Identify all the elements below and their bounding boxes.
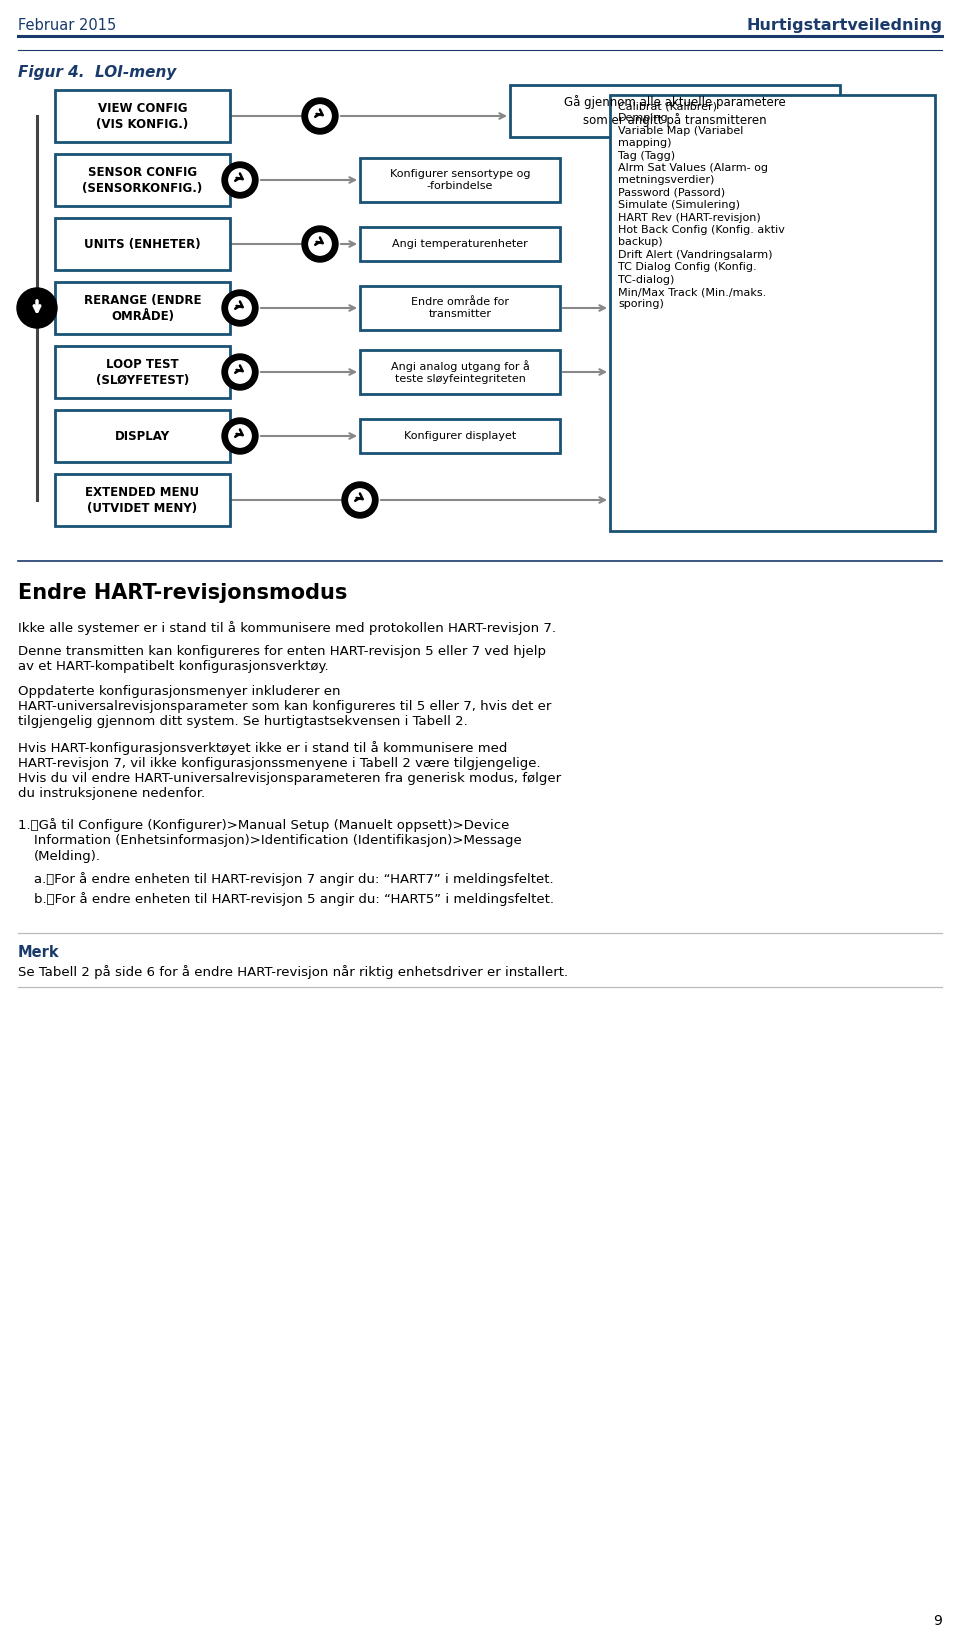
Bar — [55, 155, 230, 206]
Circle shape — [222, 418, 258, 454]
Text: SENSOR CONFIG
(SENSORKONFIG.): SENSOR CONFIG (SENSORKONFIG.) — [83, 166, 203, 194]
Text: Hvis HART-konfigurasjonsverktøyet ikke er i stand til å kommunisere med
HART-rev: Hvis HART-konfigurasjonsverktøyet ikke e… — [18, 741, 562, 800]
Circle shape — [228, 425, 252, 448]
Circle shape — [222, 290, 258, 326]
Bar — [55, 346, 230, 398]
Text: Hurtigstartveiledning: Hurtigstartveiledning — [746, 18, 942, 33]
Text: 1.	Gå til Configure (Konfigurer)>Manual Setup (Manuelt oppsett)>Device: 1. Gå til Configure (Konfigurer)>Manual … — [18, 818, 510, 831]
Text: Information (Enhetsinformasjon)>Identification (Identifikasjon)>Message: Information (Enhetsinformasjon)>Identifi… — [34, 835, 521, 848]
Bar — [360, 351, 560, 393]
Bar — [360, 227, 560, 262]
Circle shape — [17, 288, 57, 328]
Circle shape — [342, 482, 378, 518]
Circle shape — [228, 170, 252, 191]
Text: Calibrat (Kalibrer)
Demping
Variable Map (Variabel
mapping)
Tag (Tagg)
Alrm Sat : Calibrat (Kalibrer) Demping Variable Map… — [618, 100, 785, 309]
Text: Februar 2015: Februar 2015 — [18, 18, 116, 33]
Text: Angi temperaturenheter: Angi temperaturenheter — [392, 239, 528, 249]
Text: Endre område for
transmitter: Endre område for transmitter — [411, 296, 509, 319]
Text: Endre HART-revisjonsmodus: Endre HART-revisjonsmodus — [18, 583, 348, 602]
Bar — [55, 410, 230, 463]
Circle shape — [309, 105, 331, 127]
Bar — [55, 217, 230, 270]
Text: EXTENDED MENU
(UTVIDET MENY): EXTENDED MENU (UTVIDET MENY) — [85, 486, 200, 515]
Circle shape — [302, 226, 338, 262]
Text: RERANGE (ENDRE
OMRÅDE): RERANGE (ENDRE OMRÅDE) — [84, 293, 202, 323]
Text: Gå gjennom alle aktuelle parametere
som er angitt på transmitteren: Gå gjennom alle aktuelle parametere som … — [564, 95, 786, 127]
Text: Denne transmitten kan konfigureres for enten HART-revisjon 5 eller 7 ved hjelp
a: Denne transmitten kan konfigureres for e… — [18, 645, 546, 673]
Text: Angi analog utgang for å
teste sløyfeintegriteten: Angi analog utgang for å teste sløyfeint… — [391, 360, 529, 384]
Text: 9: 9 — [933, 1615, 942, 1628]
Text: b.	For å endre enheten til HART-revisjon 5 angir du: “HART5” i meldingsfeltet.: b. For å endre enheten til HART-revisjon… — [34, 892, 554, 905]
Circle shape — [222, 161, 258, 198]
Circle shape — [228, 296, 252, 319]
Bar — [510, 86, 840, 137]
Bar — [360, 420, 560, 453]
Circle shape — [222, 354, 258, 390]
Text: Ikke alle systemer er i stand til å kommunisere med protokollen HART-revisjon 7.: Ikke alle systemer er i stand til å komm… — [18, 621, 556, 635]
Bar — [610, 95, 935, 532]
Text: Konfigurer displayet: Konfigurer displayet — [404, 431, 516, 441]
Text: LOOP TEST
(SLØYFETEST): LOOP TEST (SLØYFETEST) — [96, 357, 189, 387]
Circle shape — [348, 489, 372, 512]
Circle shape — [309, 232, 331, 255]
Text: VIEW CONFIG
(VIS KONFIG.): VIEW CONFIG (VIS KONFIG.) — [96, 102, 188, 130]
Text: Oppdaterte konfigurasjonsmenyer inkluderer en
HART-universalrevisjonsparameter s: Oppdaterte konfigurasjonsmenyer inkluder… — [18, 685, 551, 728]
Text: Se Tabell 2 på side 6 for å endre HART-revisjon når riktig enhetsdriver er insta: Se Tabell 2 på side 6 for å endre HART-r… — [18, 965, 568, 979]
Text: DISPLAY: DISPLAY — [115, 430, 170, 443]
Bar — [55, 281, 230, 334]
Text: Merk: Merk — [18, 945, 60, 960]
Text: a.	For å endre enheten til HART-revisjon 7 angir du: “HART7” i meldingsfeltet.: a. For å endre enheten til HART-revisjon… — [34, 872, 554, 886]
Text: UNITS (ENHETER): UNITS (ENHETER) — [84, 237, 201, 250]
Circle shape — [228, 360, 252, 384]
Text: Konfigurer sensortype og
-forbindelse: Konfigurer sensortype og -forbindelse — [390, 170, 530, 191]
Text: (Melding).: (Melding). — [34, 849, 101, 863]
Bar — [360, 158, 560, 202]
Text: Figur 4.  LOI-meny: Figur 4. LOI-meny — [18, 64, 177, 81]
Bar — [55, 91, 230, 142]
Bar — [360, 286, 560, 329]
Bar — [55, 474, 230, 527]
Circle shape — [302, 99, 338, 133]
